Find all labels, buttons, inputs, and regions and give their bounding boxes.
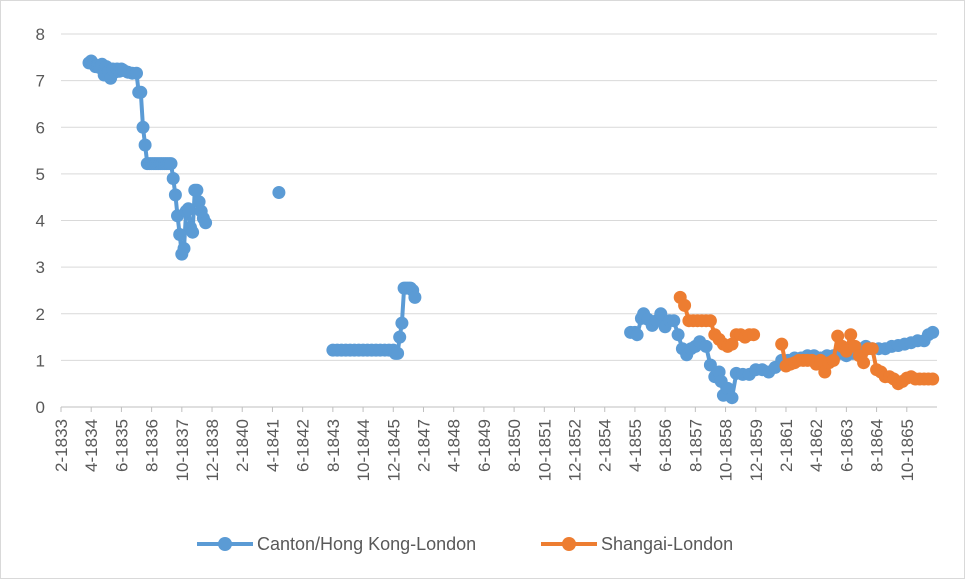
data-point — [826, 353, 840, 367]
x-tick-label: 10-1837 — [173, 419, 192, 481]
data-point — [138, 138, 152, 152]
series-shangai-london — [673, 290, 940, 391]
data-point — [844, 328, 858, 342]
x-tick-label: 8-1864 — [868, 419, 887, 472]
data-point — [703, 314, 717, 328]
data-point — [408, 290, 422, 304]
x-tick-label: 4-1848 — [445, 419, 464, 472]
y-tick-label: 6 — [36, 118, 45, 137]
y-tick-label: 8 — [36, 25, 45, 44]
data-point — [168, 188, 182, 202]
data-point — [630, 328, 644, 342]
data-point — [926, 325, 940, 339]
data-point — [173, 228, 187, 241]
legend: Canton/Hong Kong-London Shangai-London — [197, 534, 733, 554]
x-tick-label: 10-1844 — [354, 419, 373, 481]
legend-swatch-marker — [218, 537, 232, 551]
data-point — [678, 298, 692, 312]
data-point — [272, 186, 286, 199]
x-tick-label: 4-1834 — [82, 419, 101, 472]
data-point — [190, 183, 204, 197]
data-point — [199, 216, 213, 230]
x-tick-label: 2-1840 — [233, 419, 252, 472]
x-tick-label: 8-1843 — [324, 419, 343, 472]
x-tick-label: 12-1838 — [203, 419, 222, 481]
x-tick-label: 6-1849 — [475, 419, 494, 472]
x-tick-label: 8-1857 — [686, 419, 705, 472]
y-tick-label: 1 — [36, 351, 45, 370]
data-point — [166, 172, 180, 185]
x-tick-label: 2-1833 — [52, 419, 71, 472]
y-axis-tick-labels: 0 1 2 3 4 5 6 7 8 — [36, 25, 45, 417]
x-tick-label: 4-1841 — [263, 419, 282, 472]
data-point — [865, 342, 879, 356]
data-point — [393, 330, 407, 344]
data-point — [186, 225, 200, 239]
data-point — [134, 85, 148, 99]
x-tick-label: 6-1842 — [294, 419, 313, 472]
x-tick-label: 6-1863 — [837, 419, 856, 472]
legend-label: Canton/Hong Kong-London — [257, 534, 476, 554]
data-point — [667, 314, 681, 328]
x-tick-label: 10-1865 — [898, 419, 917, 481]
legend-label: Shangai-London — [601, 534, 733, 554]
data-point — [831, 329, 845, 343]
data-point — [181, 202, 195, 216]
series-canton-hong-kong-london — [82, 54, 940, 405]
data-point — [725, 391, 739, 405]
x-tick-label: 8-1836 — [143, 419, 162, 472]
y-tick-label: 0 — [36, 398, 45, 417]
x-tick-label: 4-1855 — [626, 419, 645, 472]
data-point — [177, 242, 191, 255]
x-tick-label: 10-1858 — [717, 419, 736, 481]
data-point — [699, 339, 713, 353]
legend-swatch-marker — [562, 537, 576, 551]
y-tick-label: 5 — [36, 165, 45, 184]
data-point — [857, 356, 871, 370]
x-tick-label: 2-1847 — [414, 419, 433, 472]
data-point — [164, 157, 178, 171]
x-tick-label: 12-1852 — [566, 419, 585, 481]
data-point — [395, 316, 409, 330]
data-point — [926, 372, 940, 386]
x-tick-label: 6-1835 — [112, 419, 131, 472]
data-point — [747, 328, 761, 342]
data-point — [703, 358, 717, 372]
x-axis-tick-labels: 2-1833 4-1834 6-1835 8-1836 10-1837 12-1838 2-… — [52, 419, 917, 481]
data-point — [130, 66, 143, 80]
data-point — [775, 337, 789, 351]
x-tick-label: 12-1845 — [384, 419, 403, 481]
x-tick-label: 4-1862 — [807, 419, 826, 472]
data-point — [391, 346, 405, 360]
gridlines — [60, 33, 937, 412]
y-tick-label: 4 — [36, 212, 45, 231]
x-tick-label: 2-1854 — [596, 419, 615, 472]
data-point — [136, 120, 150, 134]
x-tick-label: 6-1856 — [656, 419, 675, 472]
y-tick-label: 2 — [36, 305, 45, 324]
y-tick-label: 7 — [36, 72, 45, 91]
data-point — [654, 307, 668, 321]
plot-area — [82, 54, 940, 405]
y-tick-label: 3 — [36, 258, 45, 277]
x-tick-label: 2-1861 — [777, 419, 796, 472]
x-tick-label: 12-1859 — [747, 419, 766, 481]
x-tick-label: 10-1851 — [535, 419, 554, 481]
x-tick-label: 8-1850 — [505, 419, 524, 472]
data-point — [671, 328, 685, 342]
